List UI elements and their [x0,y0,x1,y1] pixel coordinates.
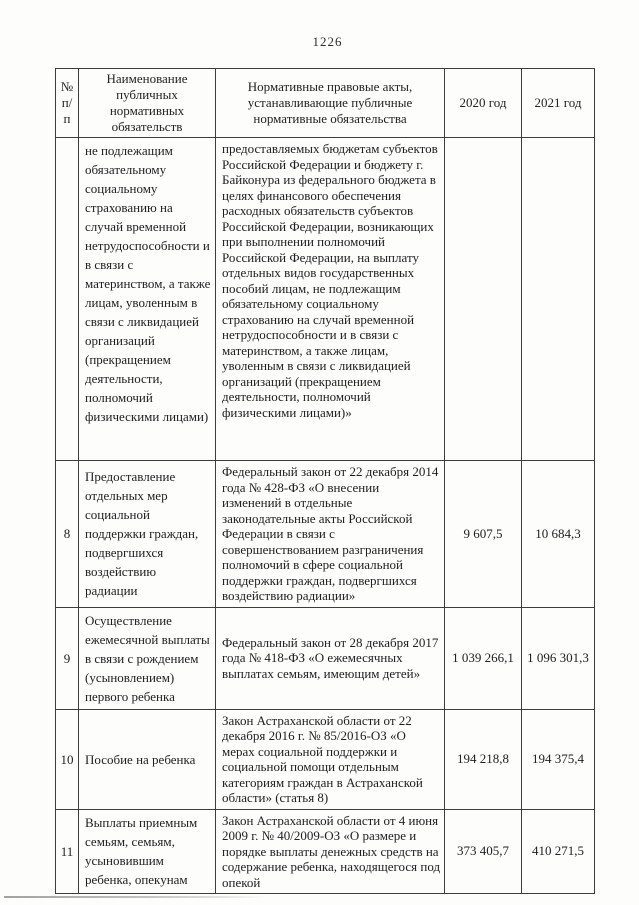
cell-value-2021: 10 684,3 [521,460,595,608]
cell-value-2021: 194 375,4 [521,708,595,810]
cell-value-2021 [521,137,595,461]
table-header-row: № п/п Наименование публичных нормативных… [55,68,595,138]
cell-obligation-name: Осуществление ежемесячной выплаты в связ… [78,606,216,710]
cell-value-2021: 1 096 301,3 [521,606,595,710]
cell-obligation-name: Пособие на ребенка [78,708,216,810]
cell-value-2020: 9 607,5 [444,460,522,608]
cell-obligation-name: Выплаты приемным семьям, семьям, усынови… [78,808,216,894]
cell-legal-acts: Закон Астраханской области от 4 июня 200… [215,808,445,894]
table-row-continuation: не подлежащим обязательному социальному … [55,137,595,461]
cell-row-number [55,137,79,461]
header-year-2020: 2020 год [444,68,522,138]
page-number: 1226 [312,34,343,49]
cell-legal-acts: предоставляемых бюджетам субъектов Росси… [215,137,445,461]
cell-value-2020: 1 039 266,1 [444,606,522,710]
table-row-8: 8 Предоставление отдельных мер социально… [55,460,595,608]
cell-value-2021: 410 271,5 [521,808,595,894]
header-year-2021: 2021 год [521,68,595,138]
scan-artifact-line [4,896,266,898]
cell-value-2020: 194 218,8 [444,708,522,810]
cell-legal-acts: Федеральный закон от 22 декабря 2014 год… [215,460,445,608]
cell-row-number: 8 [55,460,79,608]
cell-row-number: 10 [55,708,79,810]
header-legal-acts: Нормативные правовые акты, устанавливающ… [215,68,445,138]
table-row-9: 9 Осуществление ежемесячной выплаты в св… [55,606,595,710]
table-row-11: 11 Выплаты приемным семьям, семьям, усын… [55,808,595,894]
public-obligations-table: № п/п Наименование публичных нормативных… [55,68,595,894]
cell-obligation-name: Предоставление отдельных мер социальной … [78,460,216,608]
cell-legal-acts: Федеральный закон от 28 декабря 2017 год… [215,606,445,710]
cell-row-number: 9 [55,606,79,710]
cell-row-number: 11 [55,808,79,894]
table-row-10: 10 Пособие на ребенка Закон Астраханской… [55,708,595,810]
cell-legal-acts: Закон Астраханской области от 22 декабря… [215,708,445,810]
header-obligation-name: Наименование публичных нормативных обяза… [78,68,216,138]
cell-obligation-name: не подлежащим обязательному социальному … [78,137,216,461]
cell-value-2020: 373 405,7 [444,808,522,894]
header-row-number: № п/п [55,68,79,138]
cell-value-2020 [444,137,522,461]
